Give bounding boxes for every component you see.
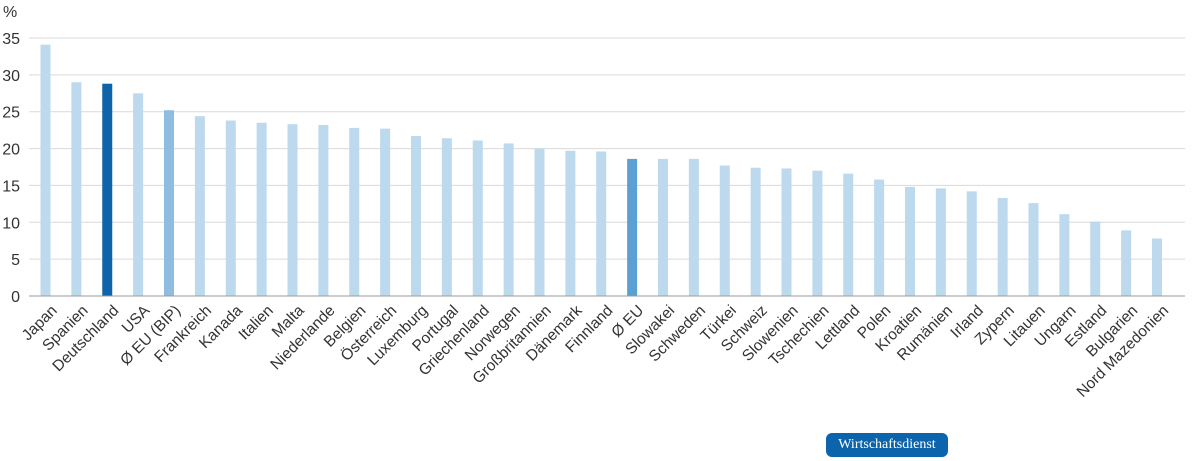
bar (1090, 221, 1101, 296)
bar (256, 122, 267, 297)
bar (874, 179, 885, 296)
bar (287, 124, 298, 296)
y-tick-label: 35 (2, 31, 20, 48)
bar (318, 124, 329, 296)
y-axis-ticks: 0 5 10 15 20 25 30 35 (2, 31, 20, 306)
bar (843, 173, 854, 296)
bar (905, 186, 915, 296)
y-unit-label: % (3, 4, 17, 21)
bar (164, 110, 174, 297)
bar (503, 143, 514, 296)
category-label: Italien (236, 302, 277, 343)
bar (935, 188, 946, 296)
bar (997, 197, 1008, 296)
bar (658, 158, 668, 296)
bar (719, 165, 730, 296)
bar (534, 148, 545, 296)
bar (750, 167, 761, 296)
y-tick-label: 25 (2, 105, 20, 122)
bar (349, 127, 360, 297)
y-tick-label: 10 (2, 215, 20, 232)
bar (1059, 214, 1070, 296)
bar (225, 120, 236, 296)
bar (40, 44, 51, 296)
bars (40, 44, 1162, 297)
y-tick-label: 20 (2, 142, 20, 159)
wirtschaftsdienst-badge: Wirtschaftsdienst (826, 433, 948, 457)
bar (102, 83, 113, 296)
bar (194, 116, 205, 296)
bar (441, 138, 452, 296)
bar (133, 93, 144, 296)
y-tick-label: 0 (11, 289, 20, 306)
bar (1152, 238, 1162, 296)
grid-lines (29, 37, 1185, 260)
bar (1028, 203, 1039, 296)
bar (781, 168, 792, 296)
bar (380, 128, 391, 296)
y-tick-label: 30 (2, 68, 20, 85)
y-tick-label: 5 (11, 252, 20, 269)
bar (966, 191, 977, 296)
bar (596, 151, 607, 296)
bar (472, 140, 483, 296)
bar (1121, 230, 1132, 296)
bar (565, 150, 576, 296)
bar (688, 158, 699, 296)
bar (812, 170, 823, 296)
y-tick-label: 15 (2, 178, 20, 195)
bar (627, 158, 638, 296)
bar (411, 136, 421, 296)
bar (71, 82, 82, 296)
